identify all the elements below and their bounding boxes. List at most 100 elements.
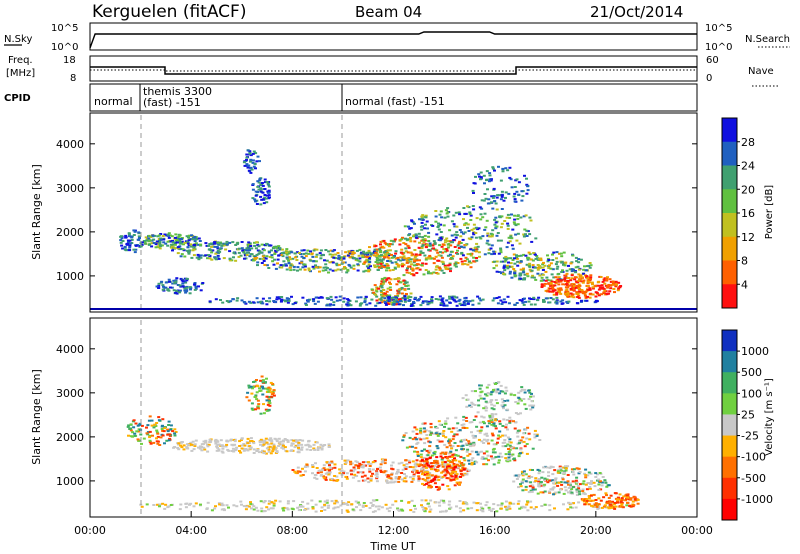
scatter-cell: [133, 432, 137, 435]
scatter-cell: [372, 250, 376, 253]
scatter-cell: [274, 250, 278, 253]
scatter-cell: [296, 444, 300, 447]
scatter-cell: [427, 270, 430, 273]
scatter-cell: [388, 286, 392, 289]
scatter-cell: [427, 302, 431, 305]
scatter-cell: [166, 433, 170, 436]
scatter-cell: [413, 240, 417, 243]
scatter-cell: [439, 236, 443, 239]
scatter-cell: [362, 270, 366, 273]
scatter-cell: [146, 424, 150, 427]
scatter-cell: [249, 301, 253, 304]
scatter-cell: [424, 216, 428, 219]
scatter-cell: [367, 468, 371, 470]
nsky-tick-top: 10^5: [51, 23, 78, 34]
scatter-cell: [605, 494, 608, 497]
scatter-cell: [288, 256, 291, 259]
scatter-cell: [524, 214, 528, 217]
scatter-cell: [458, 298, 462, 301]
scatter-cell: [318, 252, 322, 255]
scatter-cell: [314, 462, 317, 465]
scatter-cell: [425, 474, 429, 477]
scatter-cell: [461, 426, 465, 429]
scatter-cell: [285, 268, 289, 271]
scatter-cell: [275, 298, 279, 301]
scatter-cell: [389, 283, 392, 285]
scatter-cell: [371, 472, 374, 475]
scatter-cell: [582, 272, 586, 275]
scatter-cell: [200, 443, 204, 446]
scatter-cell: [193, 235, 197, 238]
scatter-cell: [491, 166, 495, 169]
scatter-cell: [217, 449, 221, 452]
colorbar-segment: [722, 141, 737, 166]
scatter-cell: [472, 256, 476, 259]
scatter-cell: [420, 247, 424, 250]
scatter-cell: [501, 170, 505, 173]
scatter-cell: [432, 464, 436, 467]
scatter-cell: [531, 486, 535, 489]
scatter-cell: [591, 286, 595, 289]
scatter-cell: [428, 462, 432, 465]
scatter-cell: [358, 260, 362, 263]
scatter-cell: [451, 438, 455, 441]
scatter-cell: [519, 260, 523, 263]
scatter-cell: [320, 447, 324, 450]
scatter-cell: [437, 501, 441, 504]
scatter-cell: [137, 235, 141, 238]
scatter-cell: [585, 299, 589, 302]
scatter-cell: [375, 476, 379, 479]
scatter-cell: [267, 500, 271, 503]
scatter-cell: [524, 300, 528, 303]
scatter-cell: [458, 500, 462, 502]
scatter-cell: [252, 385, 256, 388]
scatter-cell: [446, 264, 450, 267]
scatter-cell: [187, 252, 191, 255]
scatter-cell: [457, 483, 461, 486]
scatter-cell: [435, 460, 439, 463]
scatter-cell: [479, 299, 483, 302]
cpid-frame: [89, 83, 698, 112]
scatter-cell: [574, 506, 578, 509]
scatter-cell: [215, 449, 219, 452]
velocity-background: [90, 318, 697, 517]
scatter-cell: [444, 453, 448, 456]
scatter-cell: [213, 507, 217, 510]
scatter-cell: [446, 246, 450, 249]
scatter-cell: [207, 244, 211, 247]
scatter-cell: [583, 299, 587, 302]
scatter-cell: [256, 155, 260, 158]
scatter-cell: [469, 266, 473, 269]
scatter-cell: [519, 412, 522, 415]
scatter-cell: [246, 449, 250, 452]
scatter-cell: [506, 169, 510, 172]
scatter-cell: [559, 252, 563, 255]
scatter-cell: [397, 264, 400, 267]
scatter-cell: [479, 502, 482, 505]
scatter-cell: [589, 274, 593, 277]
scatter-cell: [600, 484, 604, 487]
scatter-cell: [423, 473, 427, 476]
scatter-cell: [232, 504, 236, 507]
scatter-cell: [244, 160, 248, 162]
scatter-cell: [379, 463, 383, 466]
scatter-cell: [442, 272, 446, 274]
scatter-cell: [526, 258, 530, 261]
scatter-cell: [529, 395, 533, 398]
scatter-cell: [530, 269, 534, 272]
scatter-cell: [572, 468, 576, 471]
scatter-cell: [620, 503, 624, 506]
scatter-cell: [318, 469, 322, 472]
scatter-cell: [519, 254, 523, 257]
scatter-cell: [379, 251, 382, 254]
scatter-cell: [512, 253, 516, 256]
scatter-cell: [242, 443, 246, 445]
scatter-cell: [297, 252, 301, 254]
scatter-cell: [620, 501, 624, 504]
scatter-cell: [355, 249, 359, 252]
scatter-cell: [184, 506, 188, 509]
scatter-cell: [392, 256, 396, 259]
scatter-cell: [478, 431, 482, 434]
scatter-cell: [251, 161, 255, 164]
scatter-cell: [408, 476, 412, 479]
